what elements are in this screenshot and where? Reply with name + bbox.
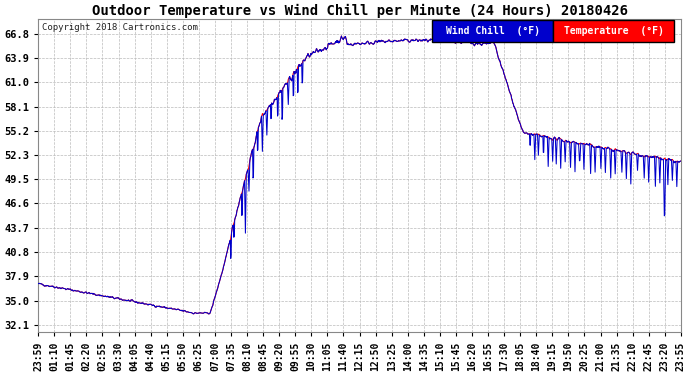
Text: Wind Chill  (°F): Wind Chill (°F) (446, 26, 540, 36)
Title: Outdoor Temperature vs Wind Chill per Minute (24 Hours) 20180426: Outdoor Temperature vs Wind Chill per Mi… (92, 4, 627, 18)
Text: Copyright 2018 Cartronics.com: Copyright 2018 Cartronics.com (41, 23, 197, 32)
Text: Temperature  (°F): Temperature (°F) (564, 26, 664, 36)
